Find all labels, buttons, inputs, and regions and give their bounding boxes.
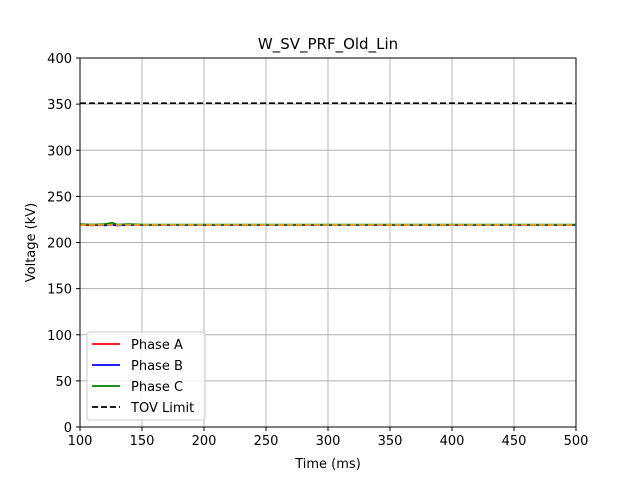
legend-label: Phase C — [131, 380, 183, 395]
y-tick-label: 100 — [47, 329, 72, 344]
x-tick-label: 150 — [130, 434, 155, 449]
legend: Phase A Phase B Phase C TOV Limit — [86, 331, 206, 421]
y-axis-title: Voltage (kV) — [24, 203, 39, 282]
x-tick-label: 500 — [564, 434, 589, 449]
y-tick-label: 350 — [47, 98, 72, 113]
x-tick-label: 250 — [254, 434, 279, 449]
legend-label: Phase B — [131, 359, 183, 374]
legend-label: Phase A — [131, 338, 183, 353]
x-tick-label: 450 — [502, 434, 527, 449]
x-tick-label: 100 — [68, 434, 93, 449]
series-group — [79, 102, 576, 227]
chart-title: W_SV_PRF_Old_Lin — [258, 35, 398, 54]
legend-label: TOV Limit — [130, 401, 194, 416]
x-tick-label: 300 — [316, 434, 341, 449]
x-tick-label: 400 — [440, 434, 465, 449]
grid — [79, 57, 577, 428]
y-tick-label: 200 — [47, 237, 72, 252]
y-tick-label: 150 — [47, 283, 72, 298]
legend-items: Phase A Phase B Phase C TOV Limit — [92, 338, 194, 416]
legend-box — [86, 331, 206, 421]
ticks: 100 150 200 250 300 350 400 450 500 0 50 100 150 200 2… — [47, 52, 588, 449]
y-tick-label: 400 — [47, 52, 72, 67]
x-tick-label: 350 — [378, 434, 403, 449]
x-tick-label: 200 — [192, 434, 217, 449]
x-axis-title: Time (ms) — [294, 457, 361, 472]
y-tick-label: 250 — [47, 190, 72, 205]
y-tick-label: 50 — [55, 375, 72, 390]
y-tick-label: 0 — [64, 421, 72, 436]
y-tick-label: 300 — [47, 144, 72, 159]
